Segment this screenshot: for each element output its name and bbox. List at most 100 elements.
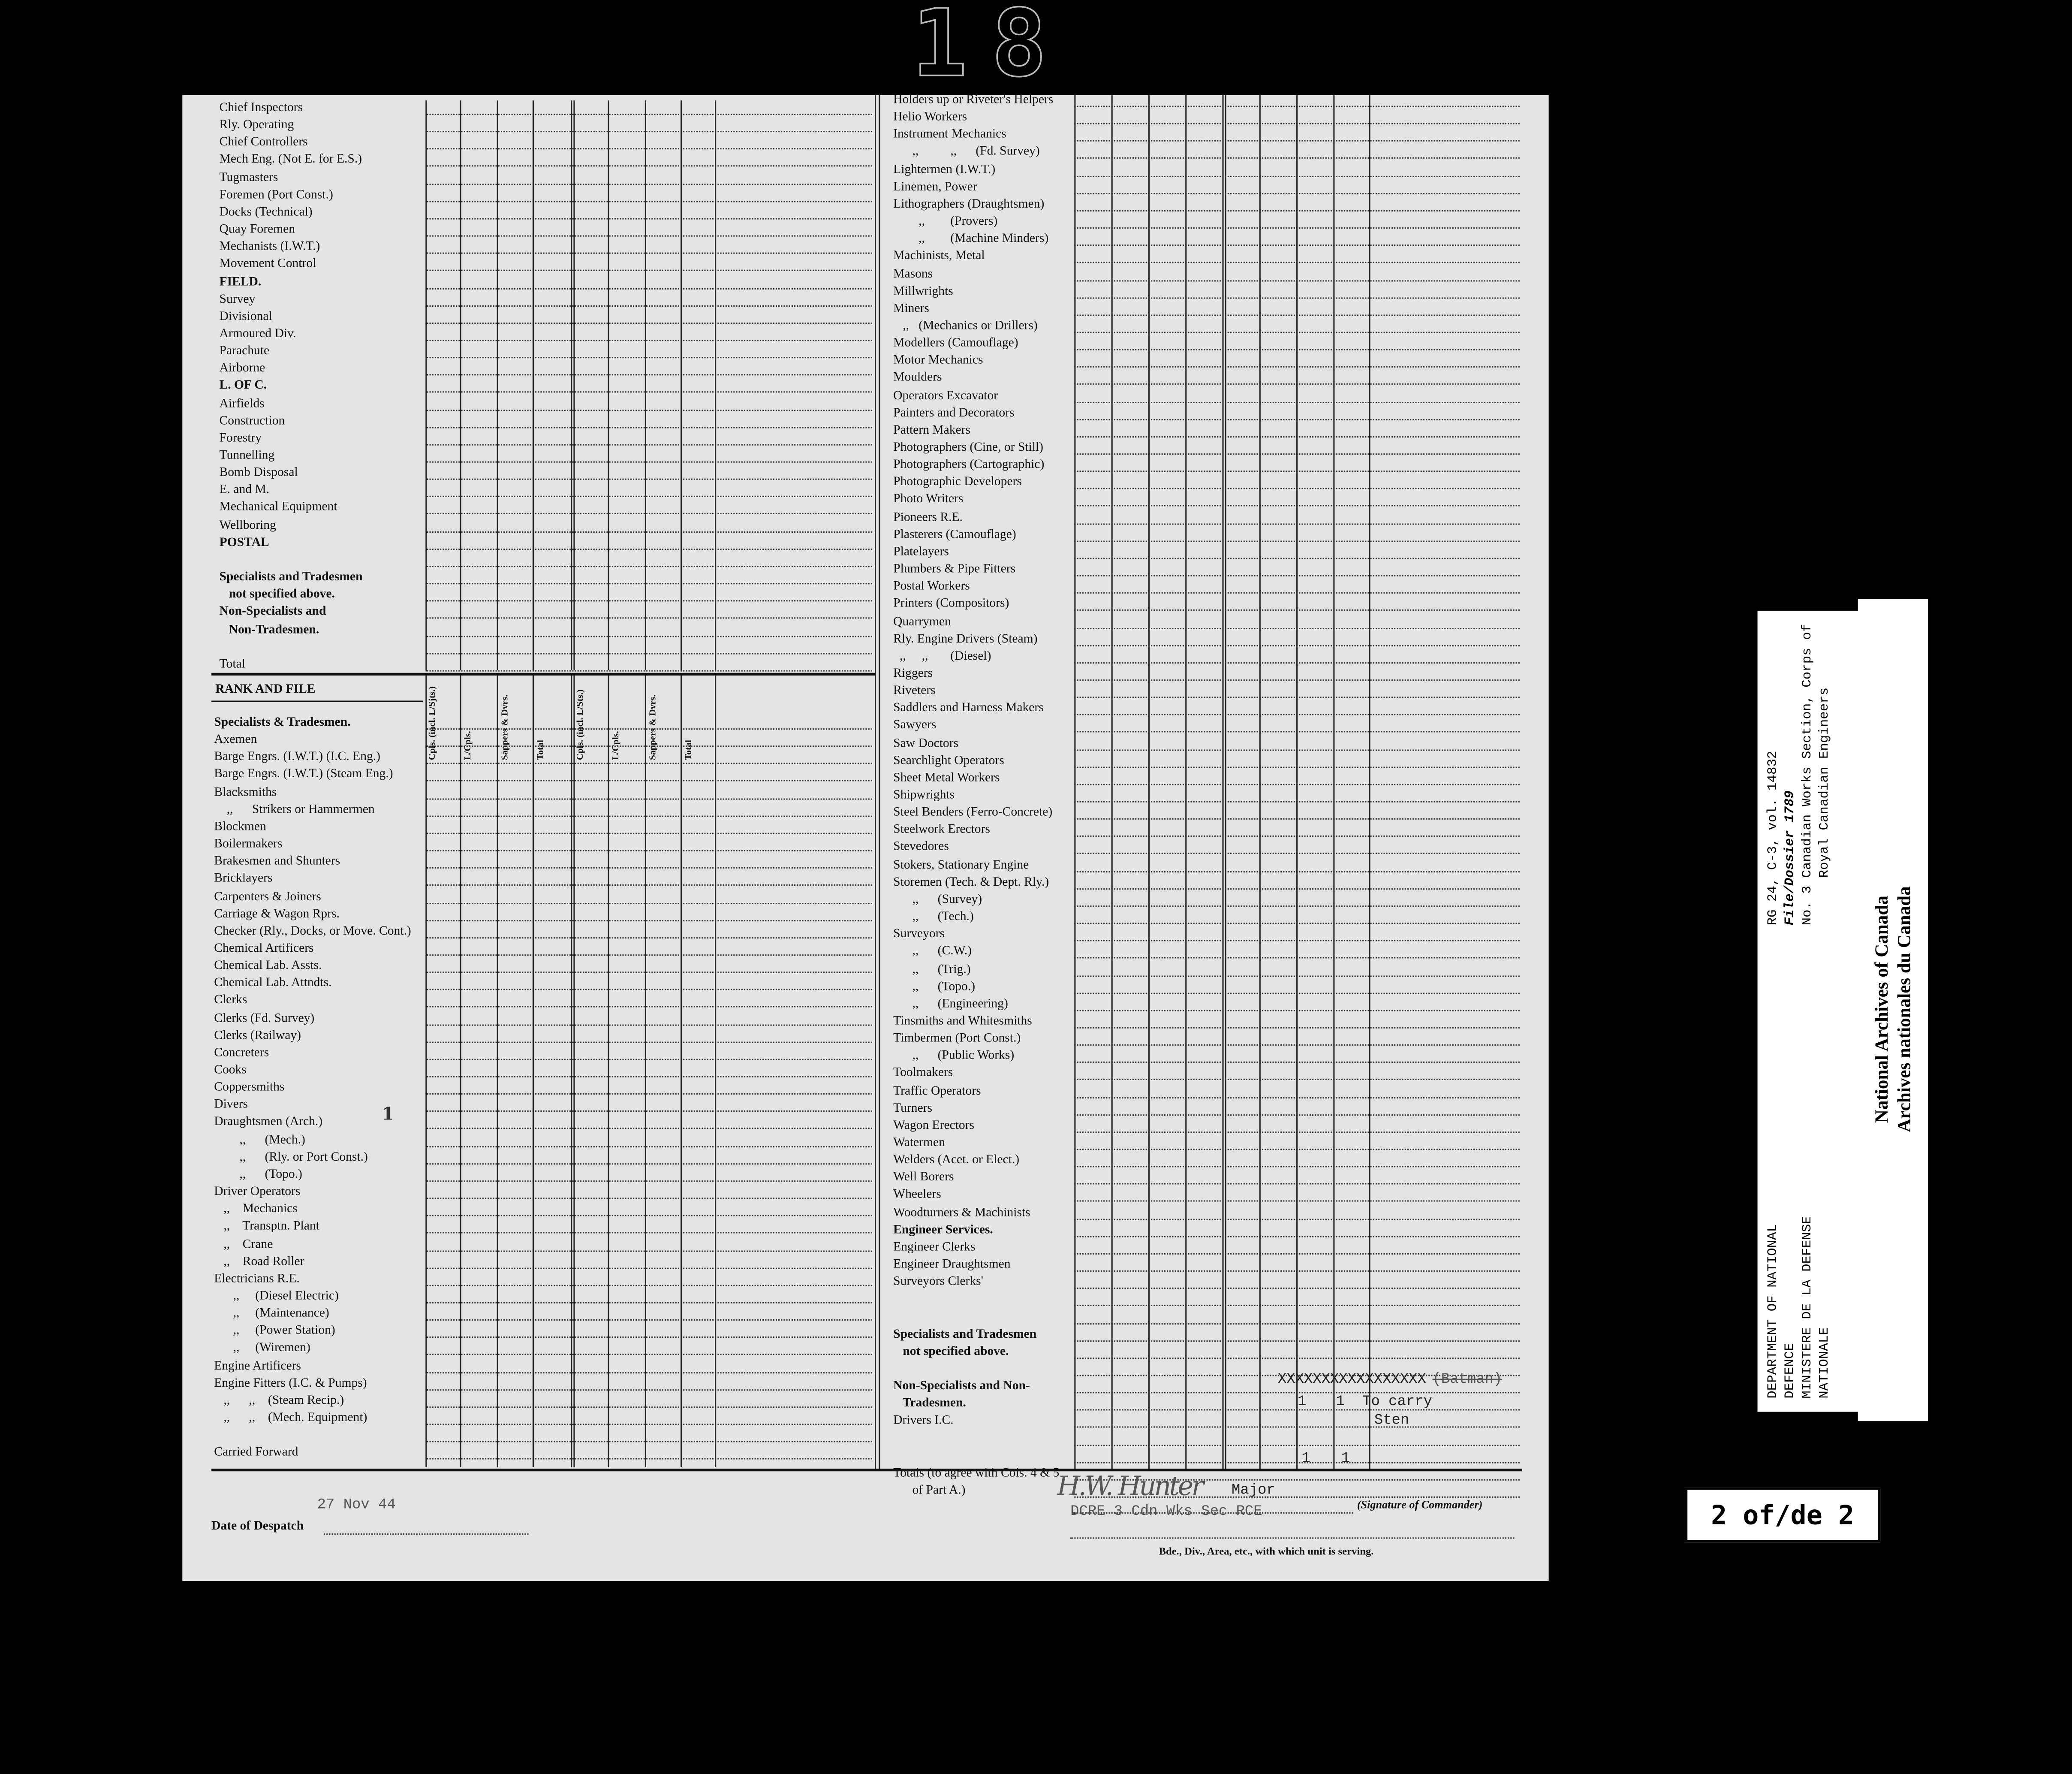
row-entry-line xyxy=(425,763,872,765)
row-label: Steelwork Erectors xyxy=(893,822,990,837)
row-entry-line xyxy=(425,253,872,254)
row-label: ,, (Tech.) xyxy=(893,909,974,924)
row-label: Airfields xyxy=(219,396,265,411)
row-entry-line xyxy=(425,815,872,817)
ref-line: File/Dossier 1789 xyxy=(1784,790,1799,926)
section-divider xyxy=(211,673,875,676)
row-entry-line xyxy=(425,1354,872,1356)
row-entry-line xyxy=(425,1198,872,1199)
row-label: E. and M. xyxy=(219,483,270,498)
row-label: Stevedores xyxy=(893,840,949,855)
row-label: Postal Workers xyxy=(893,579,970,594)
row-label: Chemical Lab. Attndts. xyxy=(214,976,332,991)
column-divider xyxy=(1259,95,1261,1470)
row-label: L. OF C. xyxy=(219,378,267,393)
row-entry-line xyxy=(425,565,872,567)
row-entry-line xyxy=(425,652,872,654)
row-label: Draughtsmen (Arch.) xyxy=(214,1115,323,1130)
row-entry-line xyxy=(425,1093,872,1095)
remarks-line-2: Sten xyxy=(1374,1413,1409,1429)
column-divider xyxy=(1333,95,1335,1470)
row-entry-line xyxy=(425,1337,872,1338)
frame-number-stamp: 18 xyxy=(911,0,1071,99)
row-label: Mech Eng. (Not E. for E.S.) xyxy=(219,152,362,167)
row-label: ,, (Public Works) xyxy=(893,1048,1015,1063)
row-entry-line xyxy=(425,1006,872,1008)
row-entry-line xyxy=(425,902,872,904)
heading-underline xyxy=(211,700,423,702)
row-label: Blacksmiths xyxy=(214,784,277,800)
column-divider xyxy=(425,100,427,670)
row-label: ,, (Topo.) xyxy=(214,1167,302,1182)
row-entry-line xyxy=(425,728,872,730)
column-divider xyxy=(425,675,427,1468)
row-label: Divers xyxy=(214,1097,248,1112)
row-entry-line xyxy=(425,600,872,602)
row-label: Woodturners & Machinists xyxy=(893,1205,1030,1220)
row-label: Clerks (Railway) xyxy=(214,1028,301,1043)
column-divider xyxy=(573,675,575,1468)
row-entry-line xyxy=(425,635,872,637)
handwritten-mark: 1 xyxy=(382,1105,394,1125)
row-label: Chief Controllers xyxy=(219,135,308,150)
remarks-line-1: To carry xyxy=(1362,1394,1432,1411)
column-divider xyxy=(571,100,572,670)
row-label: Steel Benders (Ferro-Concrete) xyxy=(893,805,1053,820)
row-entry-line xyxy=(425,954,872,956)
archive-reference-label: DEPARTMENT OF NATIONAL DEFENCE MINISTERE… xyxy=(1757,610,1861,1412)
row-label: Carpenters & Joiners xyxy=(214,889,321,904)
row-label: Timbermen (Port Const.) xyxy=(893,1031,1021,1046)
row-label: Miners xyxy=(893,301,929,316)
row-label: ,, (Wiremen) xyxy=(214,1341,310,1356)
row-label: Mechanists (I.W.T.) xyxy=(219,239,320,254)
column-divider xyxy=(1074,95,1076,1470)
row-label: Clerks xyxy=(214,993,247,1008)
column-divider xyxy=(1369,95,1370,1470)
row-label: Surveyors Clerks' xyxy=(893,1274,983,1289)
despatch-date-line xyxy=(323,1533,529,1535)
row-label: ,, (Diesel Electric) xyxy=(214,1288,339,1303)
row-label: Helio Workers xyxy=(893,110,967,125)
row-entry-line xyxy=(425,1371,872,1373)
row-label: Saw Doctors xyxy=(893,736,959,751)
row-entry-line xyxy=(425,148,872,150)
row-entry-line xyxy=(425,1389,872,1391)
column-divider xyxy=(1111,95,1113,1470)
row-label: Engineer Draughtsmen xyxy=(893,1257,1011,1272)
row-entry-line xyxy=(425,1424,872,1425)
row-label: Drivers I.C. xyxy=(893,1413,954,1428)
row-entry-line xyxy=(425,1285,872,1286)
dept-line: MINISTERE DE LA DEFENSE xyxy=(1801,1216,1816,1399)
row-entry-line xyxy=(425,200,872,202)
reference-lines: RG 24, C-3, vol. 14832 File/Dossier 1789… xyxy=(1758,611,1861,938)
column-divider xyxy=(1225,95,1226,1470)
row-label: Photographers (Cartographic) xyxy=(893,457,1045,472)
row-entry-line xyxy=(425,971,872,973)
row-label: Tunnelling xyxy=(219,448,275,463)
row-label: Lithographers (Draughtsmen) xyxy=(893,196,1045,211)
row-entry-line xyxy=(425,798,872,800)
row-label: Tinsmiths and Whitesmiths xyxy=(893,1014,1032,1029)
row-entry-line xyxy=(425,218,872,220)
column-divider xyxy=(608,100,609,670)
row-label: Totals (to agree with Cols. 4 & 5 xyxy=(893,1466,1060,1481)
row-label: Traffic Operators xyxy=(893,1083,981,1098)
row-label: Holders up or Riveter's Helpers xyxy=(893,92,1054,107)
row-label: ,, (Engineering) xyxy=(893,996,1008,1011)
signature-caption: (Signature of Commander) xyxy=(1357,1497,1483,1511)
row-label: Toolmakers xyxy=(893,1066,953,1081)
row-label: Quarrymen xyxy=(893,614,951,629)
row-label: Rly. Engine Drivers (Steam) xyxy=(893,631,1038,646)
column-divider xyxy=(1296,95,1298,1470)
despatch-date-label: Date of Despatch xyxy=(211,1519,304,1534)
signature-line xyxy=(1073,1512,1353,1514)
column-divider xyxy=(460,100,461,670)
form-bottom-rule xyxy=(211,1469,1523,1472)
row-entry-line xyxy=(425,583,872,585)
row-entry-line xyxy=(425,114,872,115)
row-entry-line xyxy=(425,850,872,851)
column-header: Cpls. (incl. L/Sjts.) xyxy=(427,686,438,760)
row-label: ,, (Provers) xyxy=(893,214,998,229)
column-divider xyxy=(1222,95,1224,1470)
